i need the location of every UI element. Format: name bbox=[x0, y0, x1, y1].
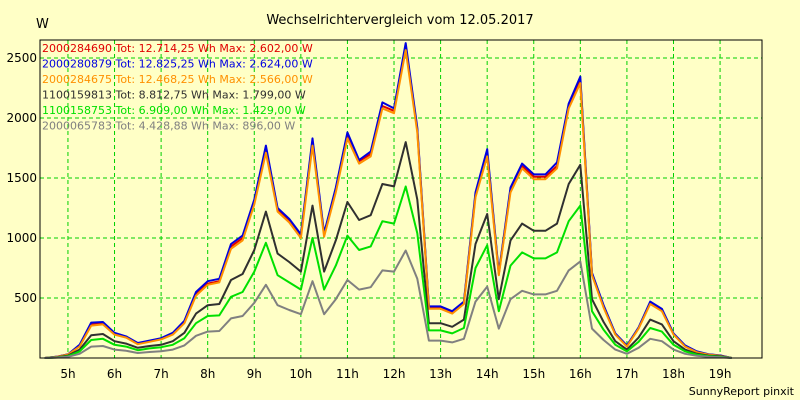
y-tick-label: 2000 bbox=[6, 111, 37, 125]
x-tick-labels: 5h 6h 7h 8h 9h 10h 11h 12h 13h 14h 15h 16h 17h 18h 19h bbox=[60, 367, 731, 381]
y-tick-label: 2500 bbox=[6, 51, 37, 65]
x-tick-label: 19h bbox=[709, 367, 732, 381]
x-tick-label: 12h bbox=[383, 367, 406, 381]
x-tick-label: 10h bbox=[289, 367, 312, 381]
legend-entry-2000284690: 2000284690 Tot: 12.714,25 Wh Max: 2.602,… bbox=[42, 42, 313, 55]
x-tick-label: 17h bbox=[615, 367, 638, 381]
y-axis-unit: W bbox=[36, 17, 49, 32]
x-tick-label: 11h bbox=[336, 367, 359, 381]
x-tick-label: 13h bbox=[429, 367, 452, 381]
x-tick-label: 15h bbox=[522, 367, 545, 381]
x-tick-label: 8h bbox=[200, 367, 215, 381]
series-line-1100159813 bbox=[44, 141, 732, 359]
legend-entry-1100159813: 1100159813 Tot: 8.812,75 Wh Max: 1.799,0… bbox=[42, 89, 306, 102]
x-gridlines bbox=[67, 40, 721, 358]
legend-entry-1100158753: 1100158753 Tot: 6.909,00 Wh Max: 1.429,0… bbox=[42, 104, 306, 117]
legend-entry-2000284675: 2000284675 Tot: 12.468,25 Wh Max: 2.566,… bbox=[42, 73, 313, 86]
series-lines bbox=[44, 42, 732, 359]
footer-credit: SunnyReport pinxit bbox=[689, 385, 795, 398]
y-tick-label: 1000 bbox=[6, 231, 37, 245]
series-line-1100158753 bbox=[44, 185, 732, 359]
series-line-2000284675 bbox=[44, 49, 732, 359]
series-line-2000065783 bbox=[44, 249, 732, 359]
y-tick-label: 500 bbox=[14, 291, 37, 305]
y-gridlines bbox=[40, 57, 762, 299]
x-tick-label: 14h bbox=[476, 367, 499, 381]
y-tick-labels: 500 1000 1500 2000 2500 bbox=[6, 51, 37, 305]
x-tick-label: 16h bbox=[569, 367, 592, 381]
legend-entry-2000065783: 2000065783 Tot: 4.428,88 Wh Max: 896,00 … bbox=[42, 120, 295, 133]
x-tick-label: 7h bbox=[153, 367, 168, 381]
x-tick-label: 18h bbox=[662, 367, 685, 381]
y-tick-label: 1500 bbox=[6, 171, 37, 185]
legend-entry-2000280879: 2000280879 Tot: 12.825,25 Wh Max: 2.624,… bbox=[42, 58, 313, 71]
plot-frame bbox=[39, 39, 763, 359]
x-tick-label: 9h bbox=[247, 367, 262, 381]
x-tick-label: 6h bbox=[107, 367, 122, 381]
legend: 2000284690 Tot: 12.714,25 Wh Max: 2.602,… bbox=[42, 42, 313, 133]
chart-title: Wechselrichtervergleich vom 12.05.2017 bbox=[266, 13, 533, 28]
x-tick-label: 5h bbox=[60, 367, 75, 381]
